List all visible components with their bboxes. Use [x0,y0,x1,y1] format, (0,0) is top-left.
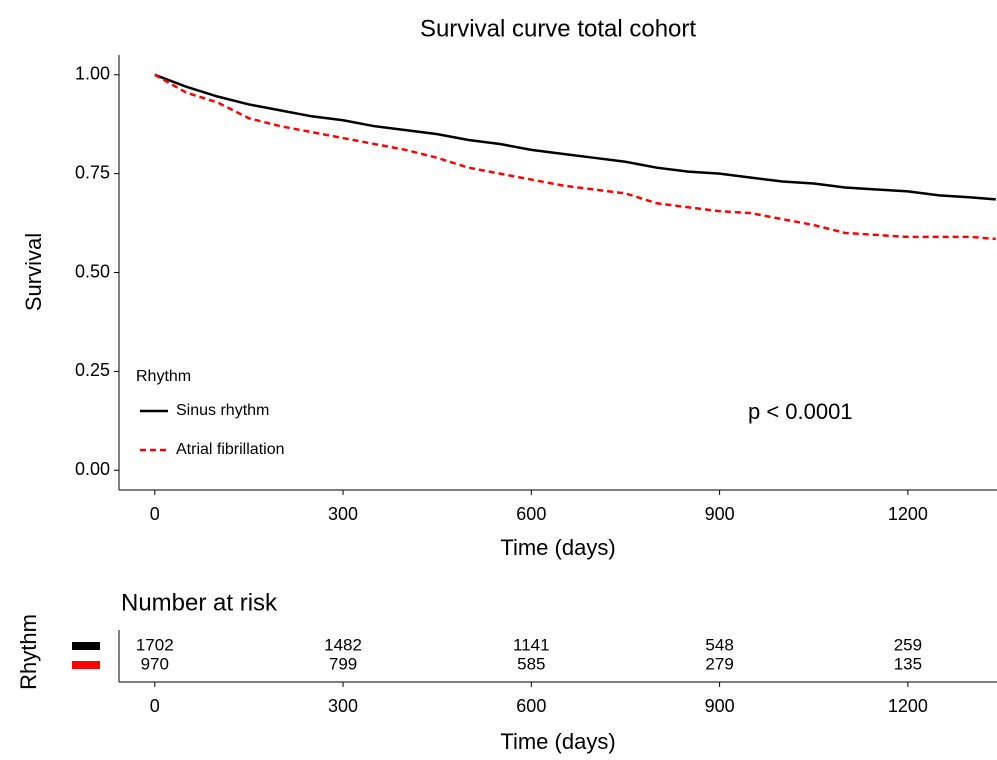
x-tick-label: 900 [705,504,735,524]
x-tick-label: 300 [328,696,358,716]
y-tick-label: 0.00 [75,459,110,479]
risk-count: 1141 [513,635,550,654]
risk-count: 970 [141,654,169,673]
risk-count: 279 [705,654,733,673]
risk-count: 135 [894,654,922,673]
y-tick-label: 0.50 [75,261,110,281]
y-tick-label: 0.25 [75,360,110,380]
row-swatch [72,661,100,669]
risk-count: 799 [329,654,357,673]
x-tick-label: 300 [328,504,358,524]
survival-line [154,73,996,201]
legend-label: Sinus rhythm [176,402,269,419]
risk-count: 259 [894,635,922,654]
legend-title: Rhythm [136,368,191,385]
annotation: p < 0.0001 [748,399,853,424]
risk-count: 585 [517,654,545,673]
risk-count: 1482 [324,635,362,654]
row-swatch [72,642,100,650]
x-tick-label: 1200 [888,504,928,524]
x-tick-label: 1200 [888,696,928,716]
table-title: Number at risk [121,589,278,616]
y-tick-label: 1.00 [75,64,110,84]
x-tick-label: 0 [150,504,160,524]
survival-line [154,73,996,241]
x-tick-label: 0 [150,696,160,716]
x-tick-label: 900 [705,696,735,716]
chart-title: Survival curve total cohort [420,15,696,42]
legend-label: Atrial fibrillation [176,441,284,458]
y-tick-label: 0.75 [75,162,110,182]
y-axis-label: Rhythm [16,614,41,690]
risk-count: 1702 [136,635,174,654]
y-axis-label: Survival [21,233,46,311]
x-axis-label: Time (days) [500,729,615,754]
x-tick-label: 600 [516,504,546,524]
x-tick-label: 600 [516,696,546,716]
x-axis-label: Time (days) [500,535,615,560]
risk-count: 548 [705,635,733,654]
